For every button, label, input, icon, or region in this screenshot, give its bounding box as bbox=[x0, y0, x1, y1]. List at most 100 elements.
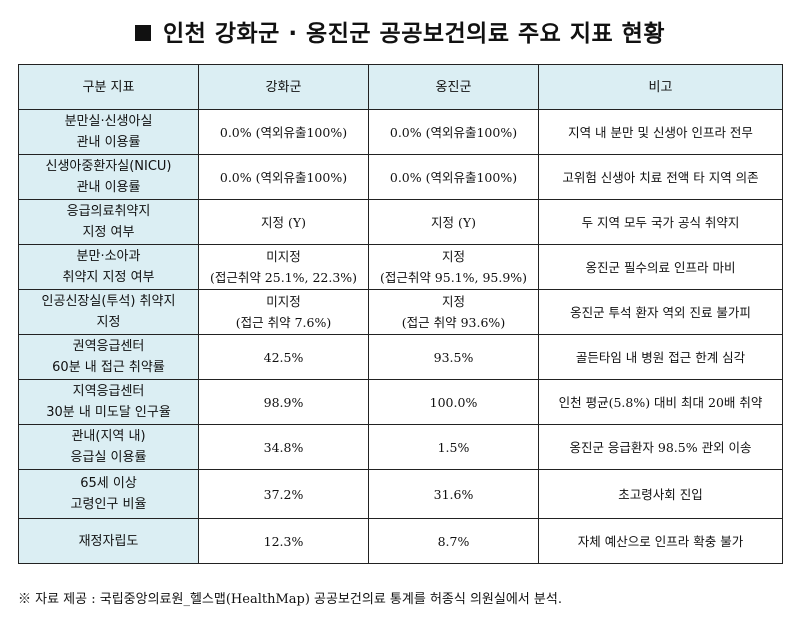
row-label-line: 60분 내 접근 취약률 bbox=[52, 360, 165, 375]
row-label-line: 65세 이상 bbox=[80, 476, 137, 491]
table-row: 지역응급센터 30분 내 미도달 인구율 98.9% 100.0% 인천 평균(5.8%… bbox=[18, 379, 783, 425]
ongjin-value: 0.0% (역외유출100%) bbox=[368, 154, 539, 200]
header-note: 비고 bbox=[538, 64, 783, 110]
row-label-line: 분만실·신생아실 bbox=[64, 114, 153, 129]
note-value: 옹진군 투석 환자 역외 진료 불가피 bbox=[538, 289, 783, 335]
row-label-line: 지역응급센터 bbox=[72, 384, 145, 399]
ganghwa-value-line: 98.9% bbox=[263, 394, 304, 410]
ongjin-value-line: 8.7% bbox=[437, 533, 470, 549]
ganghwa-value-line: 37.2% bbox=[263, 486, 304, 502]
header-ganghwa: 강화군 bbox=[198, 64, 369, 110]
note-value: 지역 내 분만 및 신생아 인프라 전무 bbox=[538, 109, 783, 155]
row-label-line: 신생아중환자실(NICU) bbox=[45, 159, 172, 174]
ganghwa-value: 0.0% (역외유출100%) bbox=[198, 109, 369, 155]
row-label-line: 관내 이용률 bbox=[76, 135, 141, 150]
page-title-text: 인천 강화군 · 옹진군 공공보건의료 주요 지표 현황 bbox=[163, 21, 665, 47]
note-value: 초고령사회 진입 bbox=[538, 469, 783, 519]
ongjin-value-line: 93.5% bbox=[433, 349, 474, 365]
ganghwa-value-line: 34.8% bbox=[263, 439, 304, 455]
ganghwa-value: 37.2% bbox=[198, 469, 369, 519]
note-value: 두 지역 모두 국가 공식 취약지 bbox=[538, 199, 783, 245]
ongjin-value-line: 지정 bbox=[441, 249, 465, 264]
table-row: 인공신장실(투석) 취약지 지정 미지정 (접근 취약 7.6%) 지정 (접근 취약 9… bbox=[18, 289, 783, 335]
row-label: 재정자립도 bbox=[18, 518, 199, 564]
ongjin-value: 31.6% bbox=[368, 469, 539, 519]
row-label-line: 재정자립도 bbox=[78, 533, 139, 549]
row-label-line: 분만·소아과 bbox=[76, 249, 141, 264]
ganghwa-value: 98.9% bbox=[198, 379, 369, 425]
ganghwa-value: 12.3% bbox=[198, 518, 369, 564]
ganghwa-value: 0.0% (역외유출100%) bbox=[198, 154, 369, 200]
ganghwa-value-line: 0.0% (역외유출100%) bbox=[219, 124, 348, 140]
ganghwa-value-line: 42.5% bbox=[263, 349, 304, 365]
row-label-line: 관내 이용률 bbox=[76, 180, 141, 195]
ongjin-value: 1.5% bbox=[368, 424, 539, 470]
row-label-line: 지정 bbox=[96, 315, 121, 330]
row-label-line: 응급의료취약지 bbox=[66, 204, 151, 219]
ongjin-value-line: 지정 (Y) bbox=[431, 214, 476, 230]
row-label: 지역응급센터 30분 내 미도달 인구율 bbox=[18, 379, 199, 425]
ganghwa-value: 지정 (Y) bbox=[198, 199, 369, 245]
header-ongjin: 옹진군 bbox=[368, 64, 539, 110]
ganghwa-value-line: (접근 취약 7.6%) bbox=[235, 315, 332, 330]
row-label-line: 권역응급센터 bbox=[72, 339, 145, 354]
row-label: 권역응급센터 60분 내 접근 취약률 bbox=[18, 334, 199, 380]
row-label: 관내(지역 내) 응급실 이용률 bbox=[18, 424, 199, 470]
ganghwa-value: 42.5% bbox=[198, 334, 369, 380]
table-row: 신생아중환자실(NICU) 관내 이용률 0.0% (역외유출100%) 0.0% (… bbox=[18, 154, 783, 200]
ganghwa-value: 미지정 (접근취약 25.1%, 22.3%) bbox=[198, 244, 369, 290]
row-label-line: 관내(지역 내) bbox=[71, 429, 146, 444]
row-label-line: 응급실 이용률 bbox=[70, 450, 147, 465]
ongjin-value-line: (접근취약 95.1%, 95.9%) bbox=[379, 270, 528, 285]
ongjin-value-line: 1.5% bbox=[437, 439, 470, 455]
ganghwa-value-line: 미지정 bbox=[266, 294, 301, 309]
note-value: 골든타임 내 병원 접근 한계 심각 bbox=[538, 334, 783, 380]
header-category: 구분 지표 bbox=[18, 64, 199, 110]
table-row: 권역응급센터 60분 내 접근 취약률 42.5% 93.5% 골든타임 내 병원 접근… bbox=[18, 334, 783, 380]
ganghwa-value: 미지정 (접근 취약 7.6%) bbox=[198, 289, 369, 335]
row-label-line: 고령인구 비율 bbox=[70, 497, 147, 512]
ongjin-value: 0.0% (역외유출100%) bbox=[368, 109, 539, 155]
ongjin-value: 93.5% bbox=[368, 334, 539, 380]
ganghwa-value: 34.8% bbox=[198, 424, 369, 470]
ongjin-value-line: 31.6% bbox=[433, 486, 474, 502]
source-note: ※ 자료 제공 : 국립중앙의료원_헬스맵(HealthMap) 공공보건의료 … bbox=[18, 592, 562, 607]
table-row: 관내(지역 내) 응급실 이용률 34.8% 1.5% 옹진군 응급환자 98.5% 관… bbox=[18, 424, 783, 470]
table-row: 분만·소아과 취약지 지정 여부 미지정 (접근취약 25.1%, 22.3%) 지정 (… bbox=[18, 244, 783, 290]
note-value: 자체 예산으로 인프라 확충 불가 bbox=[538, 518, 783, 564]
row-label-line: 인공신장실(투석) 취약지 bbox=[41, 294, 176, 309]
square-bullet-icon bbox=[135, 25, 151, 41]
note-value: 옹진군 응급환자 98.5% 관외 이송 bbox=[538, 424, 783, 470]
ongjin-value-line: (접근 취약 93.6%) bbox=[401, 315, 506, 330]
ongjin-value-line: 0.0% (역외유출100%) bbox=[389, 124, 518, 140]
ongjin-value: 100.0% bbox=[368, 379, 539, 425]
note-value: 인천 평균(5.8%) 대비 최대 20배 취약 bbox=[538, 379, 783, 425]
note-value: 고위험 신생아 치료 전액 타 지역 의존 bbox=[538, 154, 783, 200]
row-label: 신생아중환자실(NICU) 관내 이용률 bbox=[18, 154, 199, 200]
table-header-row: 구분 지표 강화군 옹진군 비고 bbox=[18, 64, 783, 110]
table-row: 재정자립도 12.3% 8.7% 자체 예산으로 인프라 확충 불가 bbox=[18, 518, 783, 564]
ongjin-value: 지정 (Y) bbox=[368, 199, 539, 245]
page-title: 인천 강화군 · 옹진군 공공보건의료 주요 지표 현황 bbox=[0, 14, 800, 48]
ongjin-value-line: 지정 bbox=[441, 294, 465, 309]
ongjin-value-line: 100.0% bbox=[429, 394, 478, 410]
ongjin-value: 지정 (접근 취약 93.6%) bbox=[368, 289, 539, 335]
ganghwa-value-line: 0.0% (역외유출100%) bbox=[219, 169, 348, 185]
row-label-line: 지정 여부 bbox=[82, 225, 135, 240]
ganghwa-value-line: 12.3% bbox=[263, 533, 304, 549]
row-label-line: 취약지 지정 여부 bbox=[62, 270, 155, 285]
row-label-line: 30분 내 미도달 인구율 bbox=[46, 405, 171, 420]
ganghwa-value-line: 지정 (Y) bbox=[261, 214, 306, 230]
note-value: 옹진군 필수의료 인프라 마비 bbox=[538, 244, 783, 290]
ganghwa-value-line: 미지정 bbox=[266, 249, 301, 264]
